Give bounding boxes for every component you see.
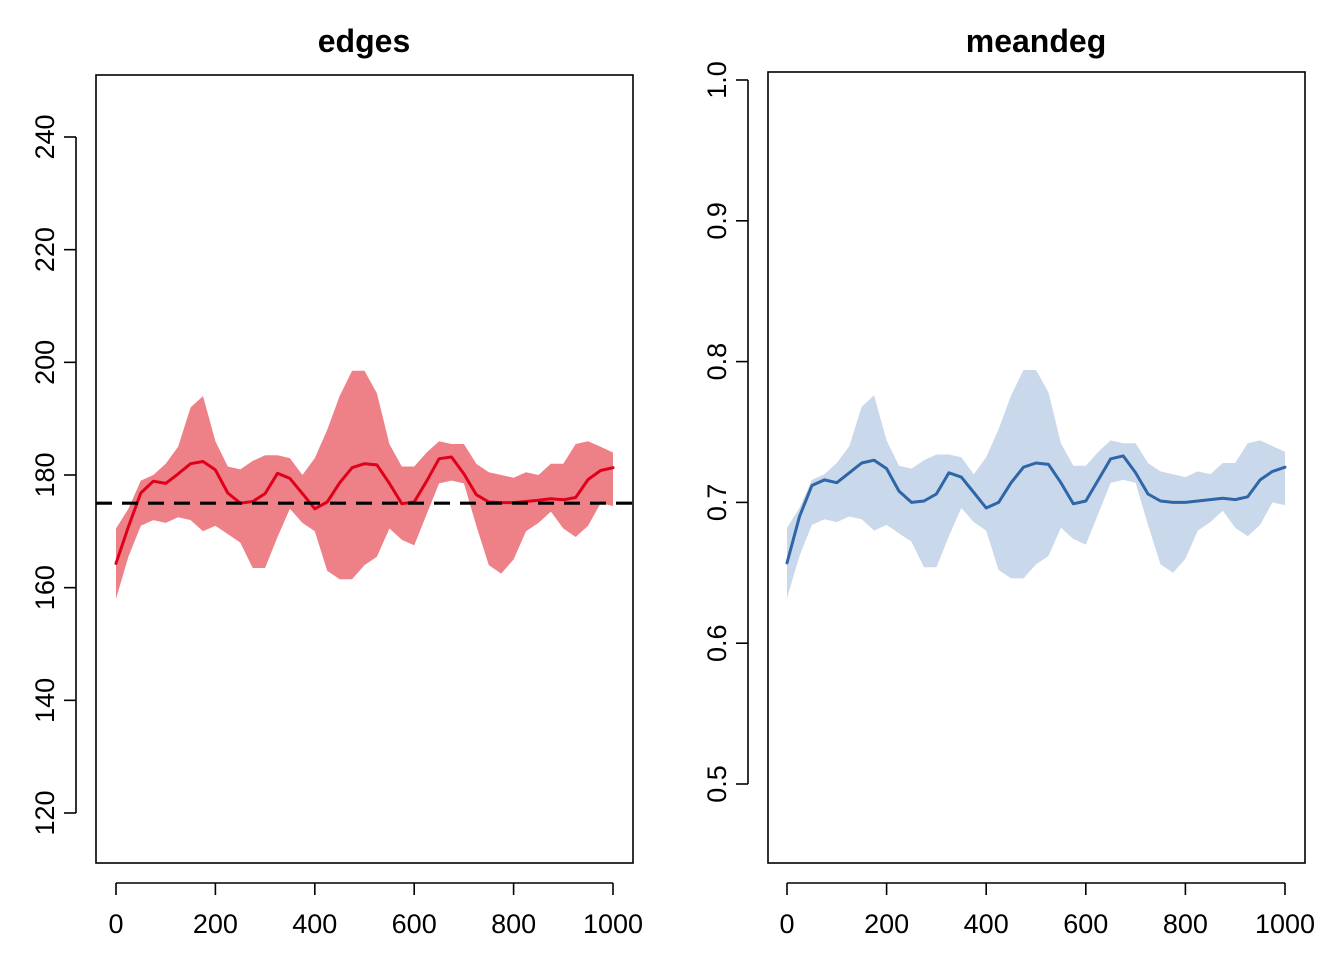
- edges-y-tick-label: 180: [30, 452, 60, 497]
- edges-x-tick-label: 200: [193, 909, 238, 939]
- meandeg-x-tick-label: 0: [779, 909, 794, 939]
- meandeg-x-tick-label: 400: [964, 909, 1009, 939]
- meandeg-y-tick-label: 0.8: [702, 343, 732, 381]
- meandeg-y-tick-label: 0.7: [702, 484, 732, 522]
- edges-y-tick-label: 140: [30, 678, 60, 723]
- meandeg-x-axis: 0 200 400 600 800 1000: [779, 882, 1315, 939]
- edges-x-tick-label: 800: [491, 909, 536, 939]
- edges-x-axis: 0 200 400 600 800 1000: [108, 882, 643, 939]
- meandeg-y-tick-label: 1.0: [702, 61, 732, 99]
- meandeg-x-tick-label: 200: [864, 909, 909, 939]
- edges-y-tick-label: 160: [30, 565, 60, 610]
- edges-plot-frame: [95, 74, 634, 864]
- meandeg-plot-area: [785, 370, 1287, 599]
- edges-title: edges: [318, 23, 410, 59]
- meandeg-mean-line: [785, 454, 1287, 565]
- meandeg-confidence-band: [787, 370, 1285, 599]
- edges-x-tick-label: 0: [108, 909, 123, 939]
- edges-x-tick-label: 1000: [583, 909, 643, 939]
- edges-y-tick-label: 200: [30, 340, 60, 385]
- edges-panel: edges 0 200 400 600 800 1000 120 140 160 180 200 2…: [30, 23, 643, 939]
- meandeg-panel: meandeg 0 200 400 600 800 1000 0.50.60.70.80.…: [702, 23, 1315, 939]
- meandeg-y-tick-label: 0.9: [702, 202, 732, 240]
- meandeg-y-axis: 0.5 0.6 0.7 0.8 0.9 1.0: [702, 61, 749, 803]
- meandeg-x-tick-label: 600: [1063, 909, 1108, 939]
- meandeg-x-tick-label: 1000: [1255, 909, 1315, 939]
- edges-y-tick-label: 120: [30, 790, 60, 835]
- meandeg-x-tick-label: 800: [1163, 909, 1208, 939]
- meandeg-y-tick-label: 0.5: [702, 765, 732, 803]
- edges-x-tick-label: 400: [292, 909, 337, 939]
- edges-plot-area: [96, 370, 633, 599]
- edges-mean-line: [114, 455, 615, 565]
- meandeg-y-tick-label: 0.6: [702, 624, 732, 662]
- meandeg-title: meandeg: [966, 23, 1106, 59]
- edges-confidence-band: [116, 370, 613, 599]
- edges-y-axis: 120 140 160 180 200 220 240: [30, 114, 77, 836]
- edges-y-tick-label: 240: [30, 114, 60, 159]
- edges-y-tick-label: 220: [30, 227, 60, 272]
- meandeg-plot-frame: [767, 71, 1306, 864]
- edges-x-tick-label: 600: [392, 909, 437, 939]
